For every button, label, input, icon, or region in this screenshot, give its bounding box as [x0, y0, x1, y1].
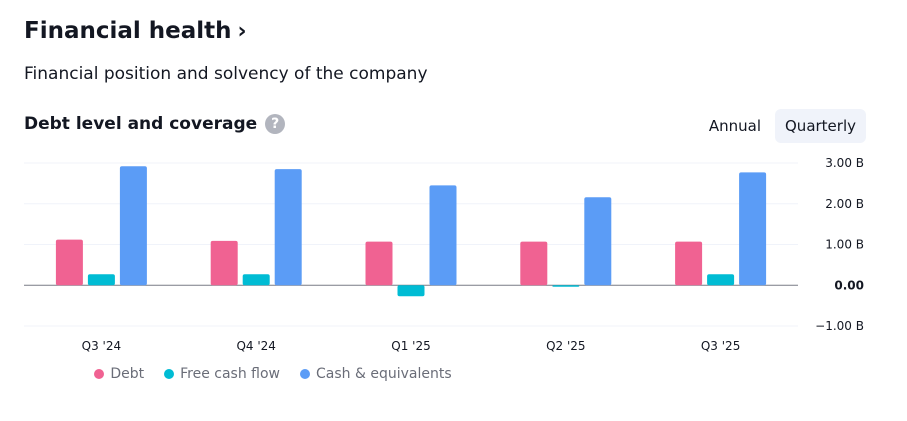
- bar-free-cash-flow: [707, 274, 735, 286]
- chevron-right-icon: ›: [237, 18, 247, 44]
- legend-item[interactable]: Debt: [94, 366, 144, 382]
- bar-free-cash-flow: [242, 274, 270, 286]
- bar-debt: [675, 241, 703, 286]
- bar-debt: [55, 239, 83, 286]
- legend-dot-icon: [164, 369, 175, 379]
- bar-debt: [520, 241, 548, 286]
- help-icon[interactable]: ?: [265, 114, 286, 134]
- x-tick-label: Q3 '25: [701, 339, 740, 353]
- x-tick-label: Q2 '25: [546, 339, 585, 353]
- bar-cash-equivalents: [119, 166, 147, 286]
- y-tick-label: −1.00 B: [815, 319, 864, 333]
- bar-free-cash-flow: [552, 285, 580, 287]
- bar-cash-equivalents: [274, 169, 302, 286]
- chart-title: Debt level and coverage: [24, 114, 258, 134]
- y-axis-labels: 3.00 B 2.00 B 1.00 B 0.00 −1.00 B: [815, 156, 864, 333]
- y-tick-label: 2.00 B: [825, 197, 864, 211]
- x-axis-labels: Q3 '24 Q4 '24 Q1 '25 Q2 '25 Q3 '25: [82, 339, 741, 353]
- page-title: Financial health: [24, 18, 232, 44]
- period-toggle: Annual Quarterly: [695, 109, 866, 143]
- bars: [55, 166, 767, 297]
- debt-coverage-chart: 3.00 B 2.00 B 1.00 B 0.00 −1.00 B Q3 '24 Q4 '…: [24, 156, 864, 353]
- bar-debt: [365, 241, 393, 286]
- y-tick-label: 3.00 B: [825, 156, 864, 170]
- legend-dot-icon: [94, 369, 105, 379]
- legend-item[interactable]: Cash & equivalents: [300, 366, 452, 382]
- legend: Debt Free cash flow Cash & equivalents: [0, 366, 546, 382]
- legend-label: Debt: [110, 366, 145, 382]
- bar-debt: [210, 240, 238, 286]
- legend-label: Cash & equivalents: [316, 366, 452, 382]
- legend-item[interactable]: Free cash flow: [164, 366, 280, 382]
- x-tick-label: Q4 '24: [236, 339, 275, 353]
- legend-dot-icon: [300, 369, 311, 379]
- bar-free-cash-flow: [397, 285, 425, 297]
- y-tick-label: 1.00 B: [825, 238, 864, 252]
- bar-free-cash-flow: [87, 274, 115, 286]
- quarterly-button[interactable]: Quarterly: [775, 109, 866, 143]
- annual-button[interactable]: Annual: [699, 109, 771, 143]
- x-tick-label: Q3 '24: [82, 339, 121, 353]
- financial-health-title[interactable]: Financial health ›: [24, 18, 247, 44]
- x-tick-label: Q1 '25: [391, 339, 430, 353]
- bar-cash-equivalents: [739, 172, 767, 286]
- legend-label: Free cash flow: [180, 366, 281, 382]
- bar-cash-equivalents: [429, 185, 457, 286]
- page-subtitle: Financial position and solvency of the c…: [24, 64, 428, 84]
- y-tick-label: 0.00: [834, 278, 864, 292]
- bar-cash-equivalents: [584, 197, 612, 286]
- grid-lines: [24, 162, 798, 327]
